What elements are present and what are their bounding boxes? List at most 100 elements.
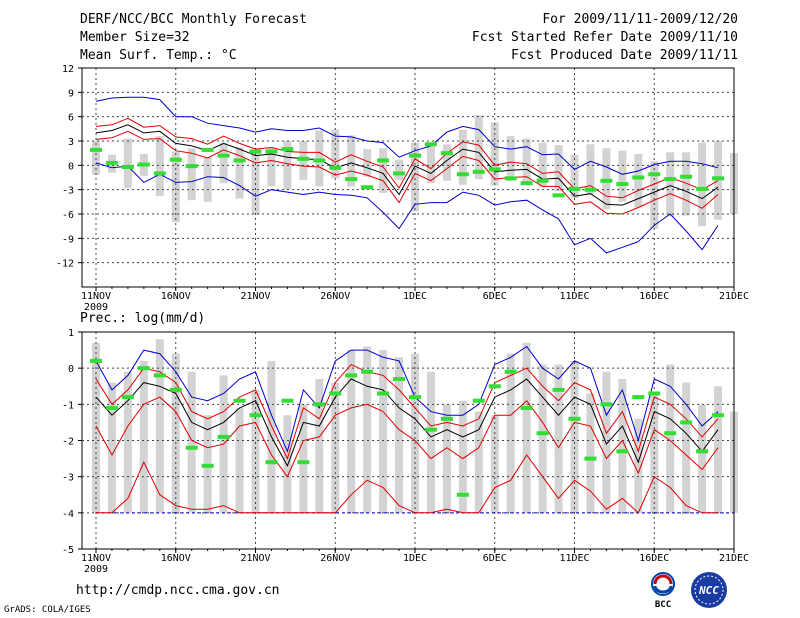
prec-box-26: [506, 353, 515, 513]
prec-observed-39: [712, 413, 725, 418]
temp-observed-0: [90, 147, 102, 152]
temp-ytick-label-3: 3: [68, 137, 74, 148]
prec-observed-2: [121, 395, 134, 400]
temp-observed-17: [361, 185, 374, 190]
temp-xtick-label-1: 16NOV: [161, 291, 191, 302]
prec-line-spread_lower: [95, 396, 719, 478]
temp-box-11: [267, 147, 276, 187]
temp-observed-20: [409, 153, 421, 158]
temp-observed-2: [121, 164, 134, 169]
temp-box-18: [379, 148, 388, 193]
temp-observed-39: [712, 176, 725, 181]
prec-line-min: [96, 454, 718, 514]
prec-observed-16: [345, 373, 358, 378]
temp-line-min: [95, 162, 719, 254]
prec-observed-31: [584, 456, 597, 461]
prec-box-32: [602, 371, 611, 513]
temp-observed-6: [185, 164, 198, 169]
bcc-logo: BCC: [651, 572, 675, 610]
temp-observed-11: [265, 149, 278, 154]
prec-observed-24: [472, 398, 485, 403]
prec-box-36: [666, 364, 675, 513]
prec-panel-title: Prec.: log(mm/d): [80, 311, 205, 326]
prec-box-13: [299, 404, 308, 513]
forecast-period: For 2009/11/11-2009/12/20: [542, 12, 738, 27]
prec-box-39: [714, 386, 723, 513]
prec-box-19: [395, 357, 404, 513]
prec-box-23: [458, 400, 467, 513]
prec-box-31: [586, 393, 595, 513]
temp-observed-30: [568, 186, 581, 191]
prec-line-spread_upper: [95, 363, 719, 460]
temp-observed-36: [664, 177, 677, 182]
temp-box-2: [123, 138, 132, 189]
prec-observed-38: [696, 449, 709, 454]
prec-observed-37: [680, 420, 693, 425]
temp-observed-26: [504, 176, 517, 181]
prec-box-22: [442, 404, 451, 513]
temp-box-17: [363, 149, 372, 177]
temp-box-8: [219, 142, 228, 184]
temp-box-20: [411, 142, 419, 212]
prec-box-33: [618, 379, 627, 513]
temp-xtick-label-3: 26NOV: [320, 291, 350, 302]
prec-box-30: [570, 360, 579, 513]
prec-ytick-label-0: 1: [68, 328, 74, 339]
prec-observed-9: [233, 398, 246, 403]
prec-ytick-label-5: -4: [62, 509, 74, 520]
prec-observed-13: [297, 460, 310, 465]
prec-observed-22: [440, 416, 453, 421]
source-url[interactable]: http://cmdp.ncc.cma.gov.cn: [76, 583, 280, 598]
prec-observed-20: [409, 395, 421, 400]
temp-box-34: [634, 153, 643, 208]
temp-box-16: [347, 135, 356, 187]
temp-observed-12: [281, 147, 294, 152]
prec-box-27: [522, 342, 531, 513]
temp-ytick-label-7: -9: [62, 234, 74, 245]
prec-observed-25: [488, 384, 501, 389]
temp-box-4: [155, 136, 164, 197]
prec-xtick-label-5: 6DEC: [483, 553, 507, 564]
temp-line-spread_lower: [95, 130, 719, 215]
temp-ytick-label-5: -3: [62, 186, 74, 197]
temp-observed-16: [345, 177, 358, 182]
temp-box-5: [171, 151, 180, 223]
temp-xtick-label-4: 1DEC: [403, 291, 427, 302]
temp-box-22: [442, 144, 451, 181]
prec-observed-8: [217, 434, 230, 439]
prec-ytick-label-3: -2: [62, 437, 74, 448]
temp-line-max: [95, 96, 719, 175]
temp-box-37: [682, 152, 691, 216]
prec-ytick-label-6: -5: [62, 545, 74, 556]
temp-box-19: [395, 159, 404, 180]
prec-observed-21: [424, 427, 437, 432]
temp-box-29: [554, 145, 563, 192]
temp-box-14: [315, 130, 324, 187]
temp-box-7: [203, 157, 212, 202]
temp-observed-33: [616, 181, 629, 186]
prec-observed-10: [249, 413, 262, 418]
prec-observed-19: [393, 377, 406, 382]
temp-line-mean: [95, 124, 719, 206]
prec-observed-35: [648, 391, 661, 396]
forecast-started-date: Fcst Started Refer Date 2009/11/10: [471, 30, 738, 45]
prec-line-mean: [95, 378, 719, 468]
temp-observed-34: [632, 175, 645, 180]
prec-box-16: [347, 350, 356, 513]
temp-observed-5: [169, 157, 182, 162]
prec-observed-30: [568, 416, 581, 421]
prec-box-9: [235, 407, 244, 513]
prec-box-1: [107, 382, 116, 513]
temp-observed-38: [696, 186, 709, 191]
prec-xtick-label-6: 11DEC: [559, 553, 589, 564]
temp-ytick-label-8: -12: [56, 259, 74, 270]
bcc-logo-text: BCC: [655, 600, 671, 610]
temp-box-38: [698, 142, 707, 227]
temp-observed-31: [584, 187, 597, 192]
temp-observed-37: [680, 174, 693, 179]
prec-box-12: [283, 415, 292, 513]
prec-year-label: 2009: [84, 564, 108, 575]
temp-box-31: [586, 144, 595, 195]
prec-observed-6: [185, 445, 198, 450]
